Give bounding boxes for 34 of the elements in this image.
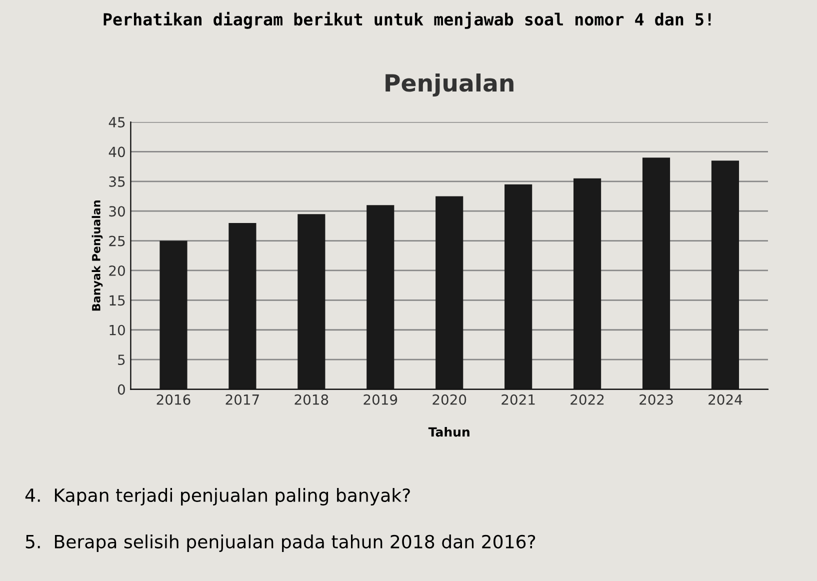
bar xyxy=(366,205,394,390)
chart-title: Penjualan xyxy=(386,74,514,97)
x-tick-label: 2019 xyxy=(364,394,398,405)
bar xyxy=(160,240,188,390)
y-tick-label: 25 xyxy=(109,236,125,246)
y-tick-label: 45 xyxy=(108,117,125,128)
y-tick-label: 0 xyxy=(118,384,125,395)
y-tick-label: 30 xyxy=(109,206,125,217)
text: 5. Berapa selisih penjualan pada tahun 2018 dan 2016? xyxy=(26,534,536,552)
bar xyxy=(436,196,464,390)
y-tick-label: 5 xyxy=(118,354,125,366)
bar xyxy=(298,214,326,390)
y-tick-label: 15 xyxy=(110,295,125,306)
x-tick-label: 2016 xyxy=(156,394,190,405)
text: 4. Kapan terjadi penjualan paling banyak? xyxy=(25,488,410,506)
bar xyxy=(711,160,740,390)
x-tick-label: 2018 xyxy=(294,394,328,405)
x-axis-title: Tahun xyxy=(428,427,470,437)
bar xyxy=(573,178,602,390)
y-tick-label: 40 xyxy=(108,146,125,158)
x-tick-label: 2022 xyxy=(570,394,604,405)
text: Perhatikan diagram berikut untuk menjawab soal nomor 4 dan 5! xyxy=(104,12,711,29)
bar xyxy=(642,158,670,390)
x-tick-label: 2023 xyxy=(640,394,673,405)
x-tick-label: 2024 xyxy=(708,394,742,405)
bar xyxy=(504,184,532,390)
y-tick-label: 35 xyxy=(109,176,125,187)
bar xyxy=(228,222,256,390)
x-tick-label: 2020 xyxy=(432,394,466,405)
x-tick-label: 2017 xyxy=(226,394,259,405)
x-tick-label: 2021 xyxy=(502,394,535,405)
y-axis-title: Banyak Penjualan xyxy=(92,200,103,311)
y-tick-label: 10 xyxy=(110,324,125,336)
y-tick-label: 20 xyxy=(109,265,125,276)
